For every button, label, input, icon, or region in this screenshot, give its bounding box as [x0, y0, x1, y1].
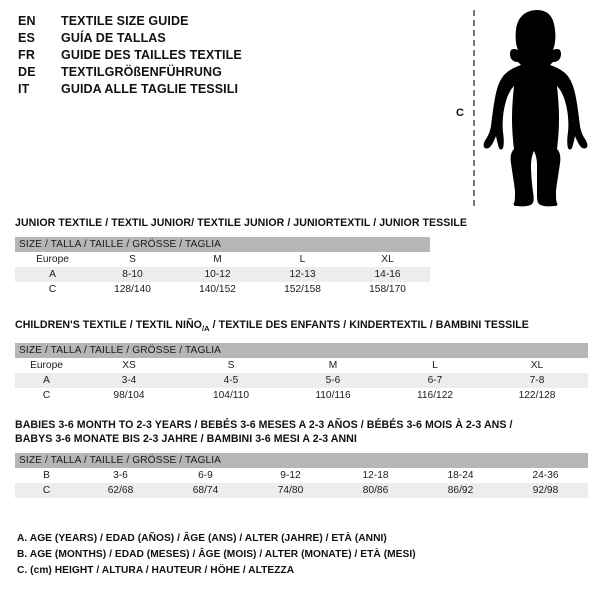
children-size-bar-label: SIZE / TALLA / TAILLE / GRÖSSE / TAGLIA — [15, 343, 589, 359]
table-row: A 8-10 10-12 12-13 14-16 — [15, 267, 431, 282]
table-cell: M — [175, 252, 260, 267]
table-cell: 5-6 — [282, 373, 384, 389]
language-code: DE — [18, 65, 36, 79]
children-size-table: SIZE / TALLA / TAILLE / GRÖSSE / TAGLIA … — [15, 343, 589, 404]
footnote-b: B. AGE (MONTHS) / EDAD (MESES) / ÂGE (MO… — [17, 549, 416, 560]
babies-textile-section: BABIES 3-6 MONTH TO 2-3 YEARS / BEBÉS 3-… — [15, 418, 589, 498]
table-cell: 92/98 — [503, 483, 589, 498]
table-cell: 80/86 — [333, 483, 418, 498]
table-cell: 116/122 — [384, 388, 486, 404]
table-cell: XL — [486, 358, 589, 374]
language-title: GUIDA ALLE TAGLIE TESSILI — [61, 82, 239, 96]
table-cell: 128/140 — [90, 282, 175, 297]
row-label: Europe — [15, 252, 90, 267]
language-row: DE TEXTILGRÖßENFÜHRUNG — [18, 64, 418, 81]
table-cell: 3-4 — [78, 373, 180, 389]
table-cell: 14-16 — [345, 267, 431, 282]
table-cell: 104/110 — [180, 388, 282, 404]
junior-textile-section: JUNIOR TEXTILE / TEXTIL JUNIOR/ TEXTILE … — [15, 216, 468, 297]
table-cell: L — [384, 358, 486, 374]
table-row: Europe XS S M L XL — [15, 358, 589, 374]
table-cell: M — [282, 358, 384, 374]
table-cell: 110/116 — [282, 388, 384, 404]
table-cell: 9-12 — [248, 468, 333, 483]
children-section-title: CHILDREN'S TEXTILE / TEXTIL NIÑO/A / TEX… — [15, 318, 588, 336]
language-title-block: EN TEXTILE SIZE GUIDE ES GUÍA DE TALLAS … — [18, 13, 418, 98]
language-title: TEXTILE SIZE GUIDE — [61, 14, 189, 28]
table-cell: XS — [78, 358, 180, 374]
footnote-a: A. AGE (YEARS) / EDAD (AÑOS) / ÂGE (ANS)… — [17, 533, 387, 544]
height-dimension-label: C — [456, 107, 464, 119]
table-cell: 152/158 — [260, 282, 345, 297]
height-dimension-dashed-line — [473, 10, 475, 206]
table-cell: 7-8 — [486, 373, 589, 389]
language-row: FR GUIDE DES TAILLES TEXTILE — [18, 47, 418, 64]
children-title-part2: / TEXTILE DES ENFANTS / KINDERTEXTIL / B… — [209, 319, 529, 331]
junior-section-title: JUNIOR TEXTILE / TEXTIL JUNIOR/ TEXTILE … — [15, 217, 468, 229]
table-cell: 6-7 — [384, 373, 486, 389]
table-cell: 12-18 — [333, 468, 418, 483]
children-title-subscript: /A — [201, 324, 210, 334]
table-row: A 3-4 4-5 5-6 6-7 7-8 — [15, 373, 589, 389]
row-label: C — [15, 388, 78, 404]
babies-size-bar-label: SIZE / TALLA / TAILLE / GRÖSSE / TAGLIA — [15, 453, 589, 468]
language-row: IT GUIDA ALLE TAGLIE TESSILI — [18, 81, 418, 98]
table-cell: S — [90, 252, 175, 267]
language-code: ES — [18, 31, 36, 45]
table-cell: 140/152 — [175, 282, 260, 297]
table-row: C 62/68 68/74 74/80 80/86 86/92 92/98 — [15, 483, 589, 498]
row-label: A — [15, 373, 78, 389]
table-cell: XL — [345, 252, 431, 267]
junior-size-bar-label: SIZE / TALLA / TAILLE / GRÖSSE / TAGLIA — [15, 237, 431, 252]
language-code: FR — [18, 48, 36, 62]
table-cell: 98/104 — [78, 388, 180, 404]
table-cell: 10-12 — [175, 267, 260, 282]
row-label: C — [15, 483, 78, 498]
language-row: EN TEXTILE SIZE GUIDE — [18, 13, 418, 30]
babies-table-header-bar: SIZE / TALLA / TAILLE / GRÖSSE / TAGLIA — [15, 453, 589, 468]
table-cell: 62/68 — [78, 483, 163, 498]
language-title: GUÍA DE TALLAS — [61, 31, 166, 45]
language-title: GUIDE DES TAILLES TEXTILE — [61, 48, 242, 62]
table-cell: 4-5 — [180, 373, 282, 389]
table-cell: 3-6 — [78, 468, 163, 483]
table-cell: 122/128 — [486, 388, 589, 404]
legend-footnotes: A. AGE (YEARS) / EDAD (AÑOS) / ÂGE (ANS)… — [17, 531, 577, 579]
table-cell: 24-36 — [503, 468, 589, 483]
babies-size-table: SIZE / TALLA / TAILLE / GRÖSSE / TAGLIA … — [15, 453, 589, 498]
table-row: Europe S M L XL — [15, 252, 431, 267]
table-cell: 158/170 — [345, 282, 431, 297]
babies-section-title-line1: BABIES 3-6 MONTH TO 2-3 YEARS / BEBÉS 3-… — [15, 419, 513, 431]
row-label: C — [15, 282, 90, 297]
babies-section-title-line2: BABYS 3-6 MONATE BIS 2-3 JAHRE / BAMBINI… — [15, 433, 357, 445]
table-cell: 86/92 — [418, 483, 503, 498]
footnote-c: C. (cm) HEIGHT / ALTURA / HAUTEUR / HÖHE… — [17, 565, 295, 576]
table-cell: 6-9 — [163, 468, 248, 483]
table-cell: 8-10 — [90, 267, 175, 282]
table-cell: L — [260, 252, 345, 267]
table-cell: 68/74 — [163, 483, 248, 498]
row-label: Europe — [15, 358, 78, 374]
children-table-header-bar: SIZE / TALLA / TAILLE / GRÖSSE / TAGLIA — [15, 343, 589, 359]
table-row: C 128/140 140/152 152/158 158/170 — [15, 282, 431, 297]
table-cell: 74/80 — [248, 483, 333, 498]
table-row: B 3-6 6-9 9-12 12-18 18-24 24-36 — [15, 468, 589, 483]
junior-size-table: SIZE / TALLA / TAILLE / GRÖSSE / TAGLIA … — [15, 237, 431, 297]
row-label: B — [15, 468, 78, 483]
language-code: EN — [18, 14, 36, 28]
language-title: TEXTILGRÖßENFÜHRUNG — [61, 65, 222, 79]
table-cell: S — [180, 358, 282, 374]
table-cell: 12-13 — [260, 267, 345, 282]
toddler-silhouette-icon — [483, 10, 588, 207]
table-cell: 18-24 — [418, 468, 503, 483]
table-row: C 98/104 104/110 110/116 116/122 122/128 — [15, 388, 589, 404]
language-row: ES GUÍA DE TALLAS — [18, 30, 418, 47]
junior-table-header-bar: SIZE / TALLA / TAILLE / GRÖSSE / TAGLIA — [15, 237, 431, 252]
children-title-part1: CHILDREN'S TEXTILE / TEXTIL NIÑO — [15, 319, 202, 331]
language-code: IT — [18, 82, 30, 96]
height-measurement-figure: C — [440, 4, 600, 212]
row-label: A — [15, 267, 90, 282]
children-textile-section: CHILDREN'S TEXTILE / TEXTIL NIÑO/A / TEX… — [15, 318, 589, 404]
